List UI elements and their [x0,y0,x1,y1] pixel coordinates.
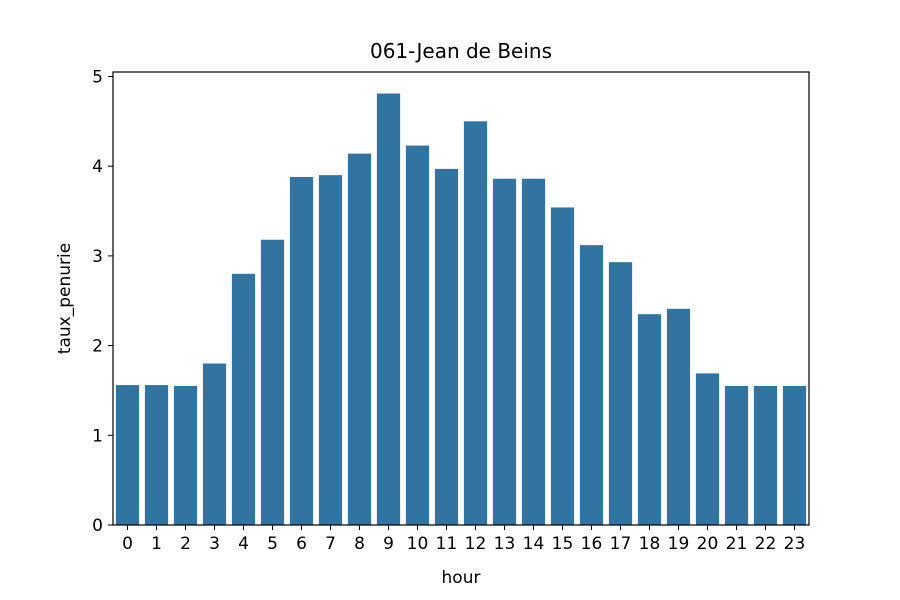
bar-hour-2 [173,385,198,525]
y-axis-label: taux_penurie [55,243,75,354]
bar-hour-15 [550,207,575,526]
x-tick-label: 3 [209,534,220,554]
y-tick-label: 5 [92,67,103,87]
x-tick-label: 0 [122,534,133,554]
x-tick-label: 15 [552,534,574,554]
x-tick-label: 8 [354,534,365,554]
x-tick-label: 2 [180,534,191,554]
x-tick-label: 22 [755,534,777,554]
x-tick-label: 5 [267,534,278,554]
bar-hour-16 [579,245,604,525]
x-tick-label: 7 [325,534,336,554]
x-tick-label: 18 [639,534,661,554]
x-tick-label: 21 [726,534,748,554]
bar-hour-13 [492,178,517,526]
y-tick-label: 1 [92,426,103,446]
bar-hour-17 [608,262,633,525]
x-tick-label: 13 [494,534,516,554]
x-tick-label: 20 [697,534,719,554]
bar-hour-11 [434,168,459,525]
y-tick-label: 4 [92,157,103,177]
x-tick-label: 17 [610,534,632,554]
bar-hour-5 [260,239,285,525]
x-axis-label: hour [442,568,481,588]
bar-hour-23 [782,385,807,525]
bar-hour-7 [318,175,343,525]
bar-hour-14 [521,178,546,526]
bar-hour-1 [144,385,169,525]
x-tick-label: 12 [465,534,487,554]
bars-layer [115,93,807,526]
bar-hour-19 [666,308,691,525]
bar-hour-21 [724,385,749,525]
x-tick-label: 1 [151,534,162,554]
x-tick-label: 16 [581,534,603,554]
bar-hour-10 [405,145,430,525]
y-axis-ticks: 0 1 2 3 4 5 [92,67,113,536]
bar-hour-6 [289,176,314,526]
bar-hour-20 [695,373,720,525]
y-tick-label: 3 [92,247,103,267]
x-tick-label: 10 [407,534,429,554]
bar-hour-18 [637,314,662,525]
y-tick-label: 2 [92,337,103,357]
bar-hour-4 [231,273,256,525]
y-tick-label: 0 [92,516,103,536]
bar-hour-22 [753,385,778,525]
bar-hour-9 [376,93,401,525]
bar-hour-3 [202,363,227,525]
x-tick-label: 9 [383,534,394,554]
chart-title: 061-Jean de Beins [370,39,552,63]
x-tick-label: 19 [668,534,690,554]
bar-hour-8 [347,153,372,525]
x-tick-label: 23 [784,534,806,554]
x-tick-label: 4 [238,534,249,554]
x-tick-label: 11 [436,534,458,554]
plot-frame [112,71,810,526]
x-tick-label: 6 [296,534,307,554]
bar-hour-12 [463,121,488,525]
x-axis-ticks: 0 1 2 3 4 5 6 7 8 9 10 11 12 13 14 15 16 17 18 19 20 21 22 23 [122,525,805,554]
x-tick-label: 14 [523,534,545,554]
bar-hour-0 [115,385,140,525]
